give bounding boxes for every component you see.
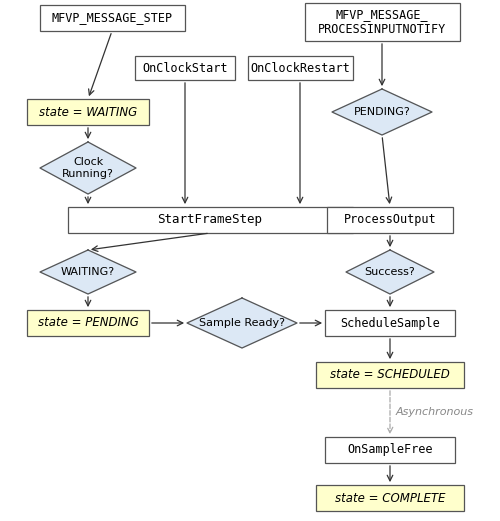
Text: OnClockStart: OnClockStart (142, 61, 228, 75)
FancyBboxPatch shape (27, 310, 149, 336)
FancyBboxPatch shape (40, 5, 184, 31)
FancyBboxPatch shape (304, 3, 460, 41)
Text: StartFrameStep: StartFrameStep (158, 214, 262, 227)
Polygon shape (40, 142, 136, 194)
Polygon shape (187, 298, 297, 348)
Text: state = PENDING: state = PENDING (38, 316, 138, 329)
FancyBboxPatch shape (248, 56, 352, 80)
FancyBboxPatch shape (68, 207, 352, 233)
FancyBboxPatch shape (325, 437, 455, 463)
FancyBboxPatch shape (316, 485, 464, 511)
Text: WAITING?: WAITING? (61, 267, 115, 277)
Text: Asynchronous: Asynchronous (396, 407, 474, 417)
Text: ProcessOutput: ProcessOutput (344, 214, 436, 227)
FancyBboxPatch shape (325, 310, 455, 336)
FancyBboxPatch shape (327, 207, 453, 233)
Text: Success?: Success? (364, 267, 416, 277)
FancyBboxPatch shape (135, 56, 235, 80)
Text: OnClockRestart: OnClockRestart (250, 61, 350, 75)
Text: OnSampleFree: OnSampleFree (347, 443, 433, 456)
Polygon shape (40, 250, 136, 294)
Polygon shape (346, 250, 434, 294)
Text: Sample Ready?: Sample Ready? (199, 318, 285, 328)
Text: MFVP_MESSAGE_STEP: MFVP_MESSAGE_STEP (52, 11, 172, 24)
Text: Clock
Running?: Clock Running? (62, 157, 114, 179)
Text: ScheduleSample: ScheduleSample (340, 316, 440, 329)
Polygon shape (332, 89, 432, 135)
Text: state = WAITING: state = WAITING (39, 105, 137, 118)
FancyBboxPatch shape (316, 362, 464, 388)
Text: state = SCHEDULED: state = SCHEDULED (330, 368, 450, 381)
Text: MFVP_MESSAGE_
PROCESSINPUTNOTIFY: MFVP_MESSAGE_ PROCESSINPUTNOTIFY (318, 8, 446, 36)
FancyBboxPatch shape (27, 99, 149, 125)
Text: PENDING?: PENDING? (354, 107, 410, 117)
Text: state = COMPLETE: state = COMPLETE (335, 491, 445, 504)
